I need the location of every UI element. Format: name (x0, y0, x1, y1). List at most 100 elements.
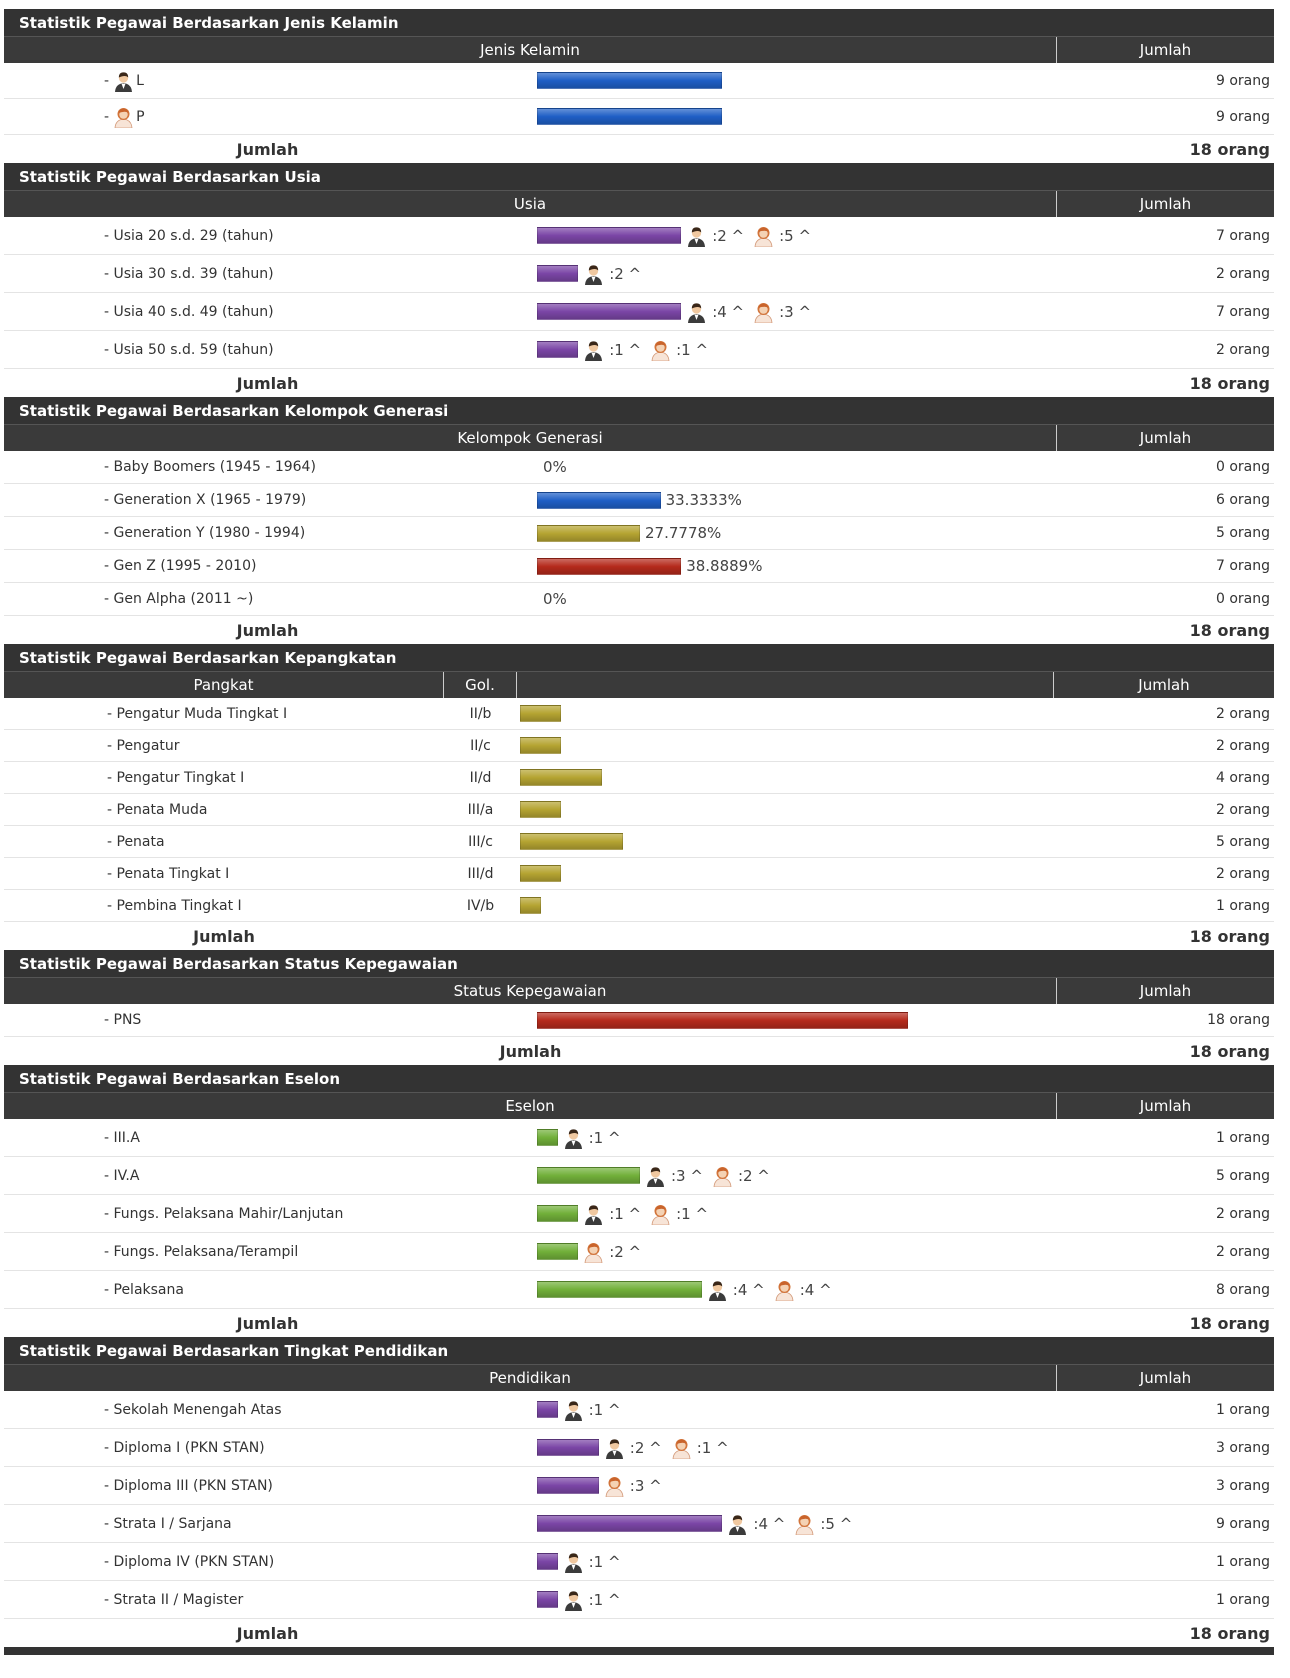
data-row: - Baby Boomers (1945 - 1964) 0% 0 orang (4, 451, 1274, 484)
female-icon (775, 1280, 794, 1301)
data-row: - Fungs. Pelaksana Mahir/Lanjutan:1 ^:1 … (4, 1195, 1274, 1233)
male-count: :2 ^ (609, 264, 642, 283)
header-cell: Jumlah (1139, 429, 1192, 447)
data-row: - Penata Tingkat I III/d 2 orang (4, 858, 1274, 890)
stat-section: Statistik Pegawai Berdasarkan Kepangkata… (4, 644, 1274, 950)
female-count: :5 ^ (779, 226, 812, 245)
stat-section: Statistik Pegawai Berdasarkan Eselon Esel… (4, 1065, 1274, 1337)
label: - Gen Alpha (2011 ~) (104, 591, 254, 607)
label: - Usia 50 s.d. 59 (tahun) (104, 341, 274, 358)
bar (537, 1591, 558, 1608)
bar-cell: :2 ^:1 ^ (531, 1429, 1057, 1466)
male-count: :3 ^ (671, 1166, 703, 1185)
male-count: :4 ^ (712, 302, 745, 321)
header-cell: Jumlah (1139, 1369, 1192, 1387)
header-cell (517, 672, 1054, 698)
row-label: - Diploma I (PKN STAN) (4, 1429, 531, 1466)
bar (520, 897, 541, 914)
bar-cell (517, 794, 1054, 825)
bar (537, 303, 682, 320)
total-row: Jumlah 18 orang (4, 616, 1274, 644)
header-cell: Jumlah (1138, 676, 1190, 694)
bar (520, 801, 562, 818)
section-title: Statistik Pegawai Berdasarkan Tingkat Pe… (4, 1337, 1274, 1365)
label: L (136, 72, 144, 89)
row-label: - Gen Alpha (2011 ~) (4, 583, 531, 615)
bar-cell: :4 ^:4 ^ (531, 1271, 1057, 1308)
bar (537, 1281, 702, 1298)
golongan: III/a (467, 801, 494, 818)
row-count: 2 orang (1215, 1243, 1270, 1260)
stat-section: Statistik Pegawai Berdasarkan Tingkat Pe… (4, 1337, 1274, 1647)
male-icon (585, 340, 603, 361)
data-row: - Generation X (1965 - 1979) 33.3333% 6 or… (4, 484, 1274, 517)
female-count: :1 ^ (676, 340, 709, 359)
total-label: Jumlah (499, 1041, 562, 1061)
data-row: - Penata III/c 5 orang (4, 826, 1274, 858)
statistics-page: Statistik Pegawai Berdasarkan Jenis Kela… (4, 9, 1274, 1655)
bar-cell: :2 ^ (531, 1233, 1057, 1270)
male-count: :4 ^ (753, 1514, 786, 1533)
male-count: :1 ^ (588, 1400, 621, 1419)
golongan: II/c (470, 737, 491, 754)
bullet: - (104, 108, 110, 125)
bar (537, 1553, 558, 1570)
male-count: :1 ^ (609, 1204, 642, 1223)
data-row: - Fungs. Pelaksana/Terampil :2 ^ 2 orang (4, 1233, 1274, 1271)
male-icon (688, 302, 706, 323)
row-label: - Pengatur Muda Tingkat I (4, 698, 444, 729)
bar-cell (517, 762, 1054, 793)
label: - Pengatur (107, 737, 180, 754)
bar-cell: :4 ^:5 ^ (531, 1505, 1057, 1542)
bar (520, 865, 562, 882)
data-row: - Pengatur II/c 2 orang (4, 730, 1274, 762)
female-icon (754, 302, 773, 323)
table-header: Usia Jumlah (4, 191, 1274, 217)
label: - Usia 20 s.d. 29 (tahun) (104, 227, 274, 244)
row-label: - Strata I / Sarjana (4, 1505, 531, 1542)
row-label: - Penata Tingkat I (4, 858, 444, 889)
label: - Fungs. Pelaksana Mahir/Lanjutan (104, 1205, 344, 1222)
bar-cell: :1 ^:1 ^ (531, 331, 1057, 368)
label: - Fungs. Pelaksana/Terampil (104, 1243, 299, 1260)
data-row: - Pengatur Tingkat I II/d 4 orang (4, 762, 1274, 794)
percent-label: 38.8889% (686, 557, 763, 575)
label: - Pelaksana (104, 1281, 184, 1298)
male-icon (564, 1128, 582, 1149)
data-row: - Penata Muda III/a 2 orang (4, 794, 1274, 826)
female-icon (672, 1438, 691, 1459)
total-value: 18 orang (1189, 926, 1270, 946)
total-row: Jumlah 18 orang (4, 369, 1274, 397)
data-row: - Gen Alpha (2011 ~) 0% 0 orang (4, 583, 1274, 616)
row-count: 7 orang (1215, 558, 1270, 574)
bar-cell: 33.3333% (531, 484, 1057, 516)
label: - Diploma III (PKN STAN) (104, 1477, 273, 1494)
row-count: 1 orang (1215, 897, 1270, 914)
data-row: - IV.A:3 ^:2 ^ 5 orang (4, 1157, 1274, 1195)
total-label: Jumlah (236, 373, 299, 393)
bar-cell: :2 ^:5 ^ (531, 217, 1057, 254)
female-icon (795, 1514, 814, 1535)
label: - Penata (107, 833, 165, 850)
row-label: - Baby Boomers (1945 - 1964) (4, 451, 531, 483)
male-icon (688, 226, 706, 247)
male-icon (708, 1280, 726, 1301)
male-count: :1 ^ (588, 1128, 621, 1147)
label: - PNS (104, 1012, 142, 1028)
header-cell: Status Kepegawaian (4, 978, 1057, 1004)
row-count: 2 orang (1215, 341, 1270, 358)
section-title: Statistik Pegawai Berdasarkan Status Kep… (4, 950, 1274, 978)
female-count: :2 ^ (609, 1242, 642, 1261)
male-count: :1 ^ (588, 1552, 621, 1571)
label: - Baby Boomers (1945 - 1964) (104, 459, 316, 475)
header-cell: Jumlah (1139, 1097, 1192, 1115)
data-row: - III.A:1 ^ 1 orang (4, 1119, 1274, 1157)
bar (537, 1477, 599, 1494)
total-value: 18 orang (1189, 1623, 1270, 1643)
total-value: 18 orang (1189, 1313, 1270, 1333)
header-cell: Pangkat (4, 672, 444, 698)
total-value: 18 orang (1189, 620, 1270, 640)
male-icon (585, 1204, 603, 1225)
row-count: 2 orang (1215, 737, 1270, 754)
end-bar (4, 1647, 1274, 1655)
